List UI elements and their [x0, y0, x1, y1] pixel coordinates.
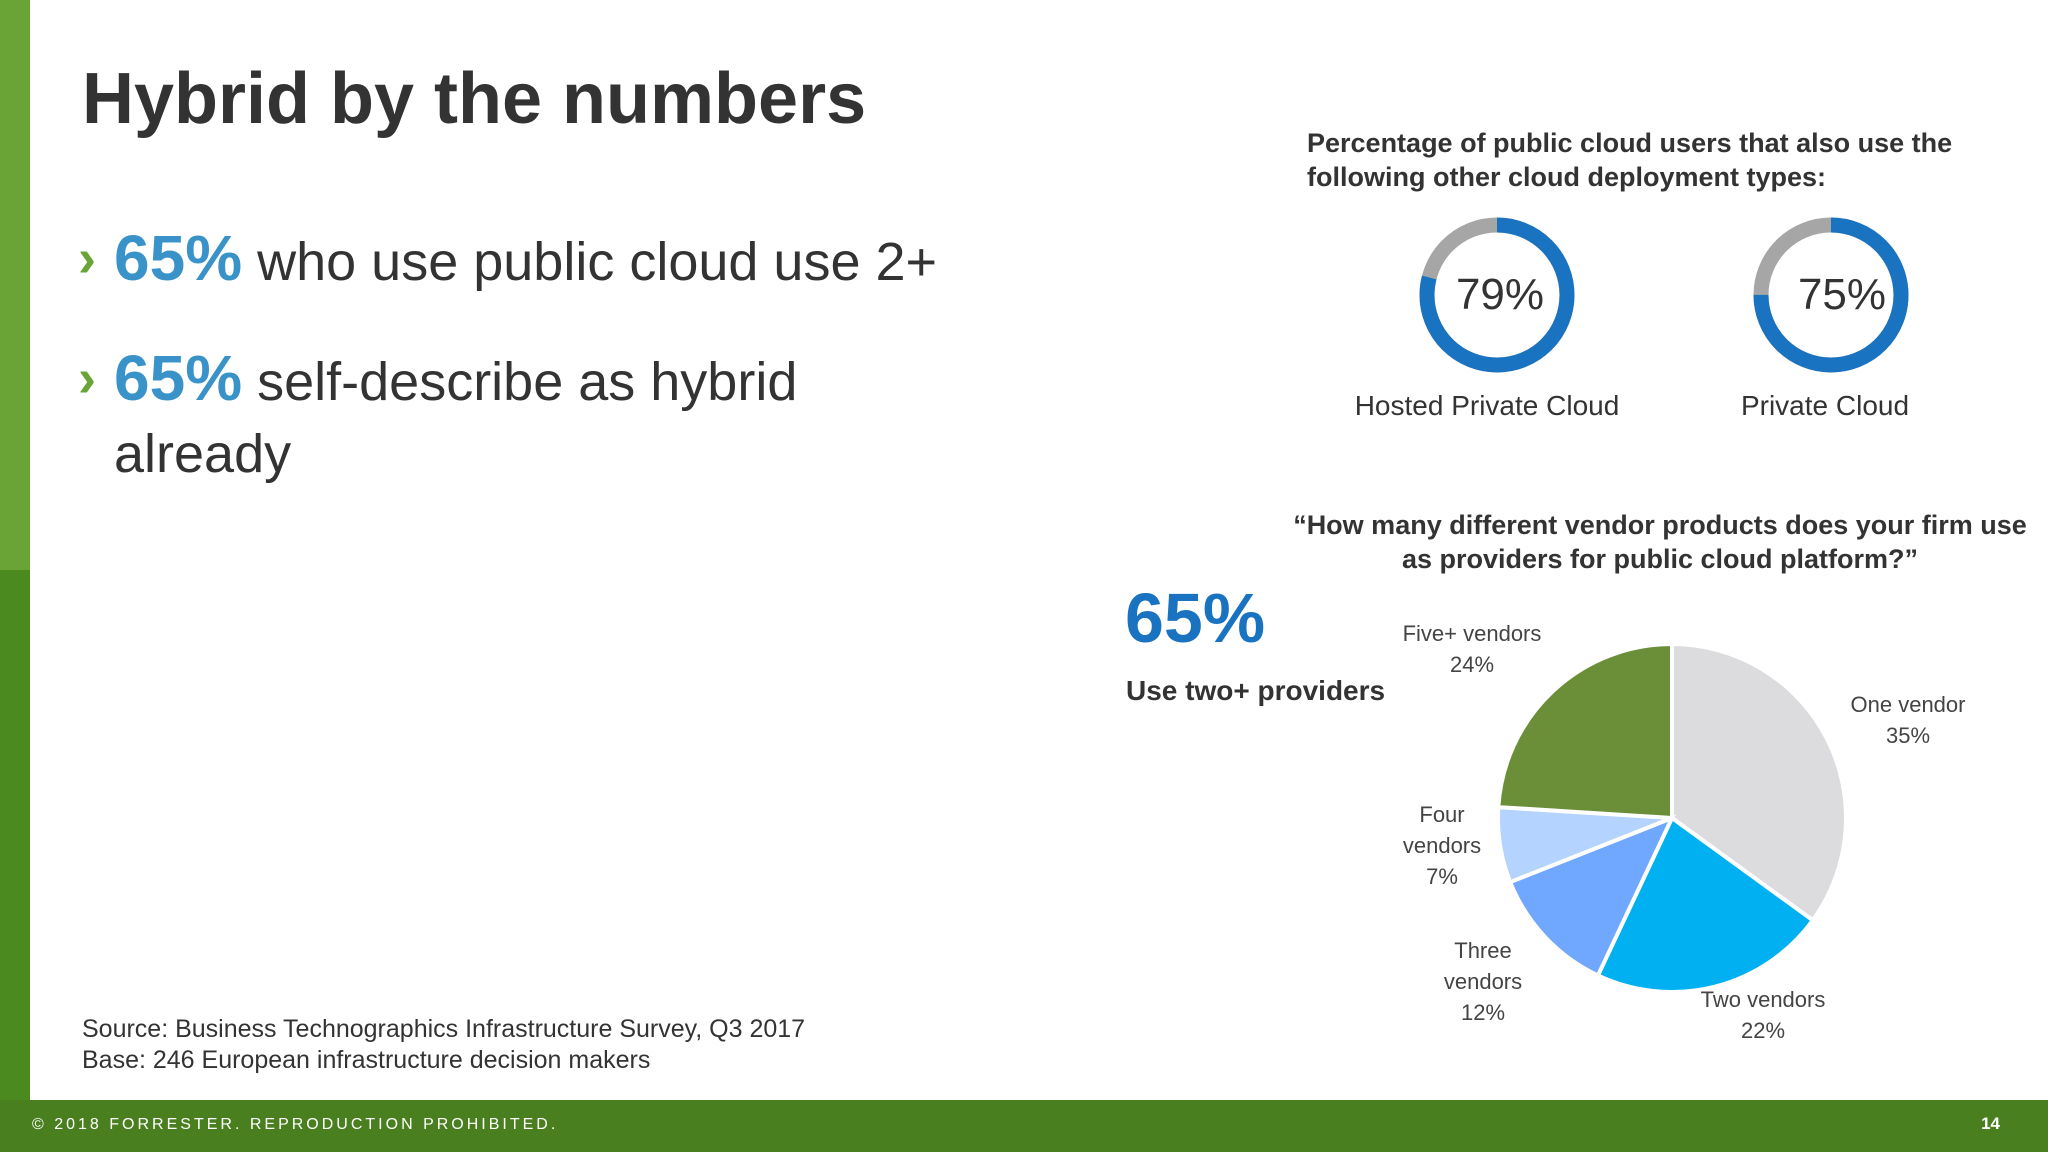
donut-arc: [1753, 217, 1909, 373]
base-note: Base: 246 European infrastructure decisi…: [82, 1046, 651, 1074]
pie-label-four-vendors: Four vendors 7%: [1352, 799, 1532, 892]
bullet-stat: 65%: [114, 222, 243, 294]
chevron-right-icon: ›: [78, 348, 96, 408]
pie-label-value: 22%: [1740, 1018, 1786, 1043]
pie-label-name: Five+ vendors: [1402, 621, 1542, 646]
donut-category-label: Private Cloud: [1740, 390, 1910, 421]
pie-slice-three-vendors: [1507, 814, 1676, 979]
donut-private-cloud: [1753, 217, 1909, 373]
pie-label-three-vendors: Three vendors 12%: [1393, 935, 1573, 1028]
bullet-text: 65% who use public cloud use 2+: [114, 222, 1018, 298]
pie-chart-title: “How many different vendor products does…: [1293, 510, 2027, 574]
footer-bar: [0, 1100, 2048, 1152]
pie-label-value: 7%: [1426, 864, 1458, 889]
page-number: 14: [1981, 1114, 2000, 1133]
pie-label-name: Three vendors: [1443, 938, 1523, 994]
pie-slice-one-vendor: [1670, 641, 1848, 924]
donut-arc: [1419, 217, 1575, 373]
bullet-text: 65% self-describe as hybrid already: [114, 342, 918, 490]
page-title: Hybrid by the numbers: [82, 59, 867, 139]
pie-slice-five-vendors: [1496, 641, 1674, 821]
bullet-item-2: › 65% self-describe as hybrid already: [78, 342, 918, 490]
pie-label-two-vendors: Two vendors 22%: [1673, 984, 1853, 1046]
bullet-label: self-describe as hybrid already: [114, 352, 798, 484]
donut-category-label: Hosted Private Cloud: [1354, 390, 1620, 421]
pie-label-value: 35%: [1885, 723, 1931, 748]
donut-value-label: 79%: [1455, 270, 1545, 319]
highlight-stat: 65%: [1125, 579, 1266, 657]
donut-chart-title: Percentage of public cloud users that al…: [1307, 128, 1953, 192]
highlight-stat-label: Use two+ providers: [1126, 675, 1386, 706]
pie-label-value: 24%: [1449, 652, 1495, 677]
pie-label-name: Four vendors: [1402, 802, 1482, 858]
source-note: Source: Business Technographics Infrastr…: [82, 1015, 806, 1043]
left-accent-bar: [0, 0, 30, 1100]
bullet-item-1: › 65% who use public cloud use 2+: [78, 222, 1018, 298]
pie-label-value: 12%: [1460, 1000, 1506, 1025]
bullet-stat: 65%: [114, 342, 243, 414]
donut-value-label: 75%: [1797, 270, 1887, 319]
left-accent-bar-light: [0, 0, 30, 570]
pie-label-name: Two vendors: [1700, 987, 1826, 1012]
pie-label-five-plus-vendors: Five+ vendors 24%: [1382, 618, 1562, 680]
donut-hosted-private-cloud: [1419, 217, 1575, 373]
copyright-notice: © 2018 FORRESTER. REPRODUCTION PROHIBITE…: [32, 1116, 559, 1133]
pie-label-one-vendor: One vendor 35%: [1818, 689, 1998, 751]
chevron-right-icon: ›: [78, 228, 96, 288]
bullet-label: who use public cloud use 2+: [257, 232, 938, 292]
pie-label-name: One vendor: [1850, 692, 1966, 717]
pie-chart: [1496, 641, 1848, 994]
